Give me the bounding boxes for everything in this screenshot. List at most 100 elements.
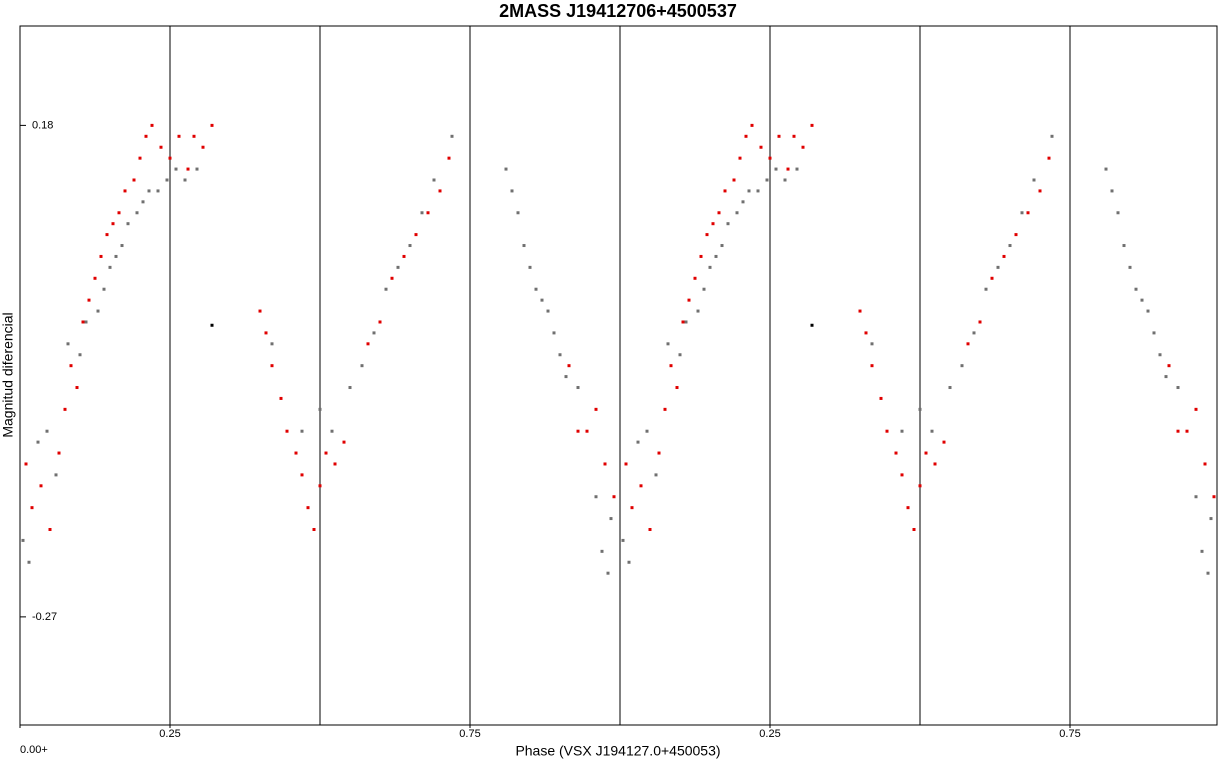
data-point	[912, 527, 916, 531]
data-point	[522, 244, 526, 248]
data-point	[210, 123, 214, 127]
data-point	[612, 495, 616, 499]
data-point	[1002, 254, 1006, 258]
y-tick-label: 0.18	[32, 119, 53, 131]
x-tick-label: 0.25	[759, 728, 780, 740]
data-point	[870, 364, 874, 368]
data-point	[678, 353, 682, 357]
data-point	[1167, 364, 1171, 368]
data-point	[879, 396, 883, 400]
data-point	[174, 167, 178, 171]
data-point	[624, 462, 628, 466]
data-point	[687, 298, 691, 302]
data-point	[870, 342, 874, 346]
data-point	[300, 473, 304, 477]
data-point	[159, 145, 163, 149]
data-point	[114, 254, 118, 258]
data-point	[990, 276, 994, 280]
data-point	[1212, 495, 1216, 499]
data-point	[948, 386, 952, 390]
data-point	[741, 200, 745, 204]
data-point	[810, 123, 814, 127]
data-point	[795, 167, 799, 171]
data-point	[621, 538, 625, 542]
data-point	[183, 178, 187, 182]
data-point	[894, 451, 898, 455]
data-point	[1194, 407, 1198, 411]
data-point	[81, 320, 85, 324]
data-point	[900, 429, 904, 433]
data-point	[1176, 429, 1180, 433]
data-point	[1050, 134, 1054, 138]
data-point	[777, 134, 781, 138]
x-axis-label: Phase (VSX J194127.0+450053)	[515, 743, 720, 759]
data-point	[750, 123, 754, 127]
data-point	[1116, 211, 1120, 215]
data-point	[675, 386, 679, 390]
data-point	[1032, 178, 1036, 182]
data-point	[918, 484, 922, 488]
data-point	[165, 178, 169, 182]
data-point	[918, 407, 922, 411]
data-point	[360, 364, 364, 368]
data-point	[684, 320, 688, 324]
data-point	[99, 254, 103, 258]
data-point	[564, 375, 568, 379]
data-point	[792, 134, 796, 138]
data-point	[450, 134, 454, 138]
data-point	[348, 386, 352, 390]
data-point	[558, 353, 562, 357]
data-point	[720, 244, 724, 248]
data-point	[1128, 265, 1132, 269]
x-tick-label: 0.75	[459, 728, 480, 740]
data-point	[669, 364, 673, 368]
data-point	[426, 211, 430, 215]
data-point	[705, 233, 709, 237]
data-point	[576, 429, 580, 433]
data-point	[390, 276, 394, 280]
data-point	[546, 309, 550, 313]
data-point	[192, 134, 196, 138]
data-point	[933, 462, 937, 466]
data-point	[768, 156, 772, 160]
data-point	[657, 451, 661, 455]
data-point	[138, 156, 142, 160]
data-point	[600, 549, 604, 553]
data-point	[1140, 298, 1144, 302]
data-point	[645, 429, 649, 433]
data-point	[318, 484, 322, 488]
data-point	[528, 265, 532, 269]
x-tick-label: 0.25	[159, 728, 180, 740]
data-point	[942, 440, 946, 444]
data-point	[1047, 156, 1051, 160]
chart-title: 2MASS J19412706+4500537	[499, 1, 737, 21]
data-point	[504, 167, 508, 171]
data-point	[63, 407, 67, 411]
data-point	[1203, 462, 1207, 466]
data-point	[1122, 244, 1126, 248]
data-point	[759, 145, 763, 149]
data-point	[540, 298, 544, 302]
data-point	[1209, 517, 1213, 521]
data-point	[552, 331, 556, 335]
data-point	[93, 276, 97, 280]
data-point	[342, 440, 346, 444]
data-point	[972, 331, 976, 335]
data-point	[414, 233, 418, 237]
data-point	[1194, 495, 1198, 499]
data-point	[606, 571, 610, 575]
data-point	[45, 429, 49, 433]
data-point	[36, 440, 40, 444]
data-point	[810, 323, 814, 327]
data-point	[105, 233, 109, 237]
data-point	[30, 506, 34, 510]
data-point	[726, 222, 730, 226]
data-point	[294, 451, 298, 455]
data-point	[1158, 353, 1162, 357]
data-point	[702, 287, 706, 291]
data-point	[585, 429, 589, 433]
data-point	[732, 178, 736, 182]
data-point	[333, 462, 337, 466]
data-point	[1146, 309, 1150, 313]
